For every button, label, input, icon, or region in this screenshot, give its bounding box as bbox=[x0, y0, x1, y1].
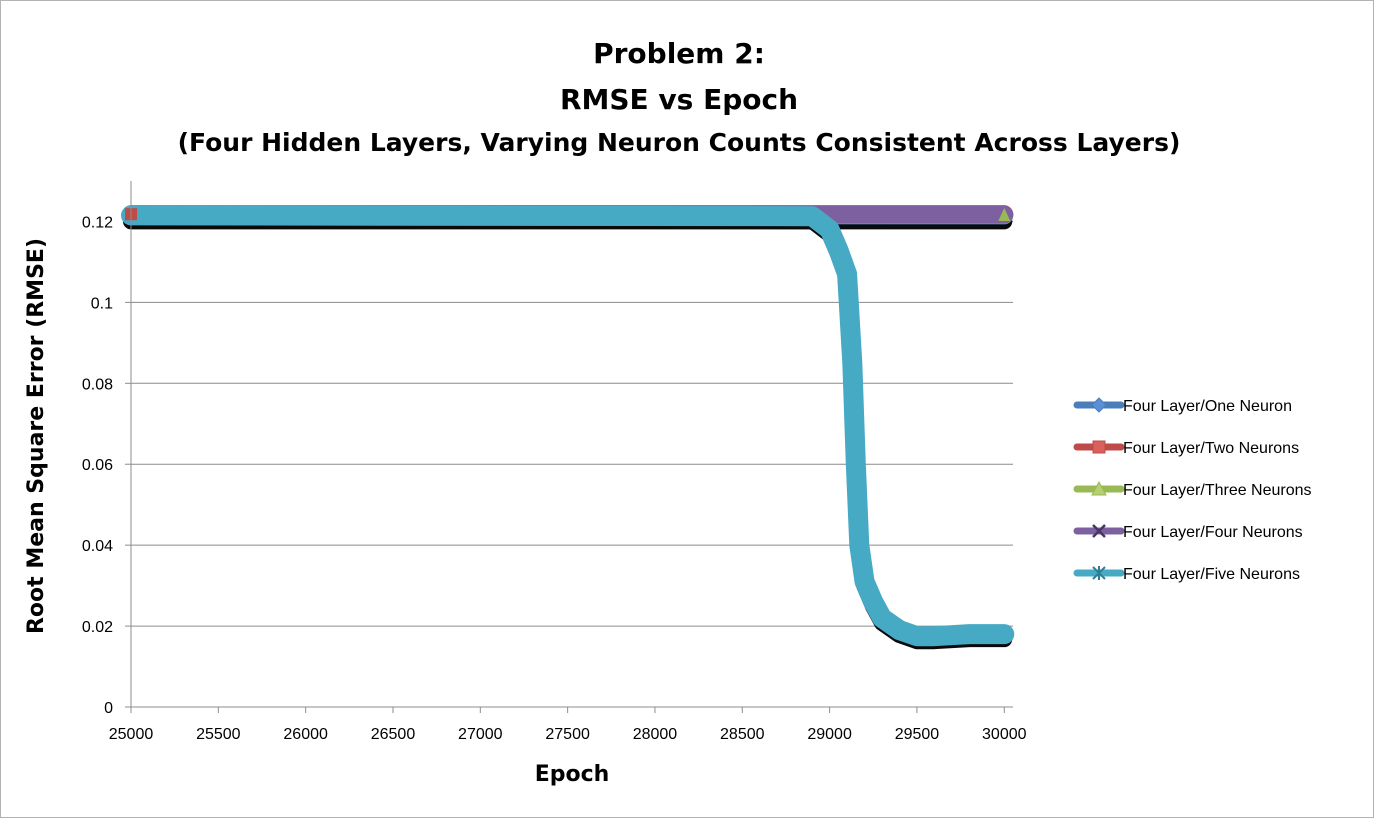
x-tick-labels: 25000 25500 26000 26500 27000 27500 28000 28500… bbox=[109, 726, 1027, 743]
legend-item-1: Four Layer/Two Neurons bbox=[1073, 440, 1299, 457]
chart-subtitle: (Four Hidden Layers, Varying Neuron Coun… bbox=[178, 128, 1181, 157]
x-tick-label-9: 29500 bbox=[895, 726, 940, 743]
legend-item-0: Four Layer/One Neuron bbox=[1073, 397, 1292, 415]
chart-title-line-1: Problem 2: bbox=[593, 37, 765, 70]
x-tick-label-0: 25000 bbox=[109, 726, 154, 743]
legend-marker-1 bbox=[1092, 440, 1106, 454]
legend: Four Layer/One Neuron Four Layer/Two Neur… bbox=[1073, 397, 1312, 583]
axes bbox=[125, 181, 1013, 713]
x-tick-label-8: 29000 bbox=[807, 726, 852, 743]
y-tick-label-3: 0.06 bbox=[82, 457, 113, 474]
y-tick-label-5: 0.1 bbox=[91, 295, 113, 312]
y-tick-label-6: 0.12 bbox=[82, 214, 113, 231]
series-marker-end-2 bbox=[998, 207, 1011, 221]
legend-label-4: Four Layer/Five Neurons bbox=[1123, 566, 1300, 583]
x-tick-label-10: 30000 bbox=[982, 726, 1027, 743]
series-layer bbox=[121, 205, 1015, 650]
x-tick-label-4: 27000 bbox=[458, 726, 503, 743]
legend-label-2: Four Layer/Three Neurons bbox=[1123, 482, 1312, 499]
y-tick-label-1: 0.02 bbox=[82, 619, 113, 636]
legend-label-3: Four Layer/Four Neurons bbox=[1123, 524, 1303, 541]
x-tick-label-5: 27500 bbox=[545, 726, 590, 743]
legend-item-4: Four Layer/Five Neurons bbox=[1073, 566, 1300, 583]
legend-item-2: Four Layer/Three Neurons bbox=[1073, 480, 1312, 499]
chart-title-line-2: RMSE vs Epoch bbox=[560, 83, 798, 116]
y-tick-label-0: 0 bbox=[104, 700, 113, 717]
x-tick-label-6: 28000 bbox=[633, 726, 678, 743]
x-tick-label-3: 26500 bbox=[371, 726, 416, 743]
x-axis-title: Epoch bbox=[535, 762, 610, 787]
y-axis-title: Root Mean Square Error (RMSE) bbox=[24, 238, 49, 634]
legend-marker-3 bbox=[1092, 524, 1106, 538]
y-tick-label-4: 0.08 bbox=[82, 376, 113, 393]
legend-marker-0 bbox=[1091, 397, 1107, 413]
legend-label-1: Four Layer/Two Neurons bbox=[1123, 440, 1299, 457]
series-line-4 bbox=[121, 205, 1015, 647]
y-tick-labels: 0 0.02 0.04 0.06 0.08 0.1 0.12 bbox=[82, 214, 113, 717]
legend-marker-4 bbox=[1092, 566, 1106, 580]
legend-marker-2 bbox=[1091, 480, 1107, 496]
gridlines bbox=[131, 220, 1013, 627]
x-tick-label-7: 28500 bbox=[720, 726, 765, 743]
x-tick-label-2: 26000 bbox=[283, 726, 328, 743]
legend-item-3: Four Layer/Four Neurons bbox=[1073, 524, 1303, 541]
x-tick-label-1: 25500 bbox=[196, 726, 241, 743]
y-tick-label-2: 0.04 bbox=[82, 538, 113, 555]
legend-label-0: Four Layer/One Neuron bbox=[1123, 398, 1292, 415]
